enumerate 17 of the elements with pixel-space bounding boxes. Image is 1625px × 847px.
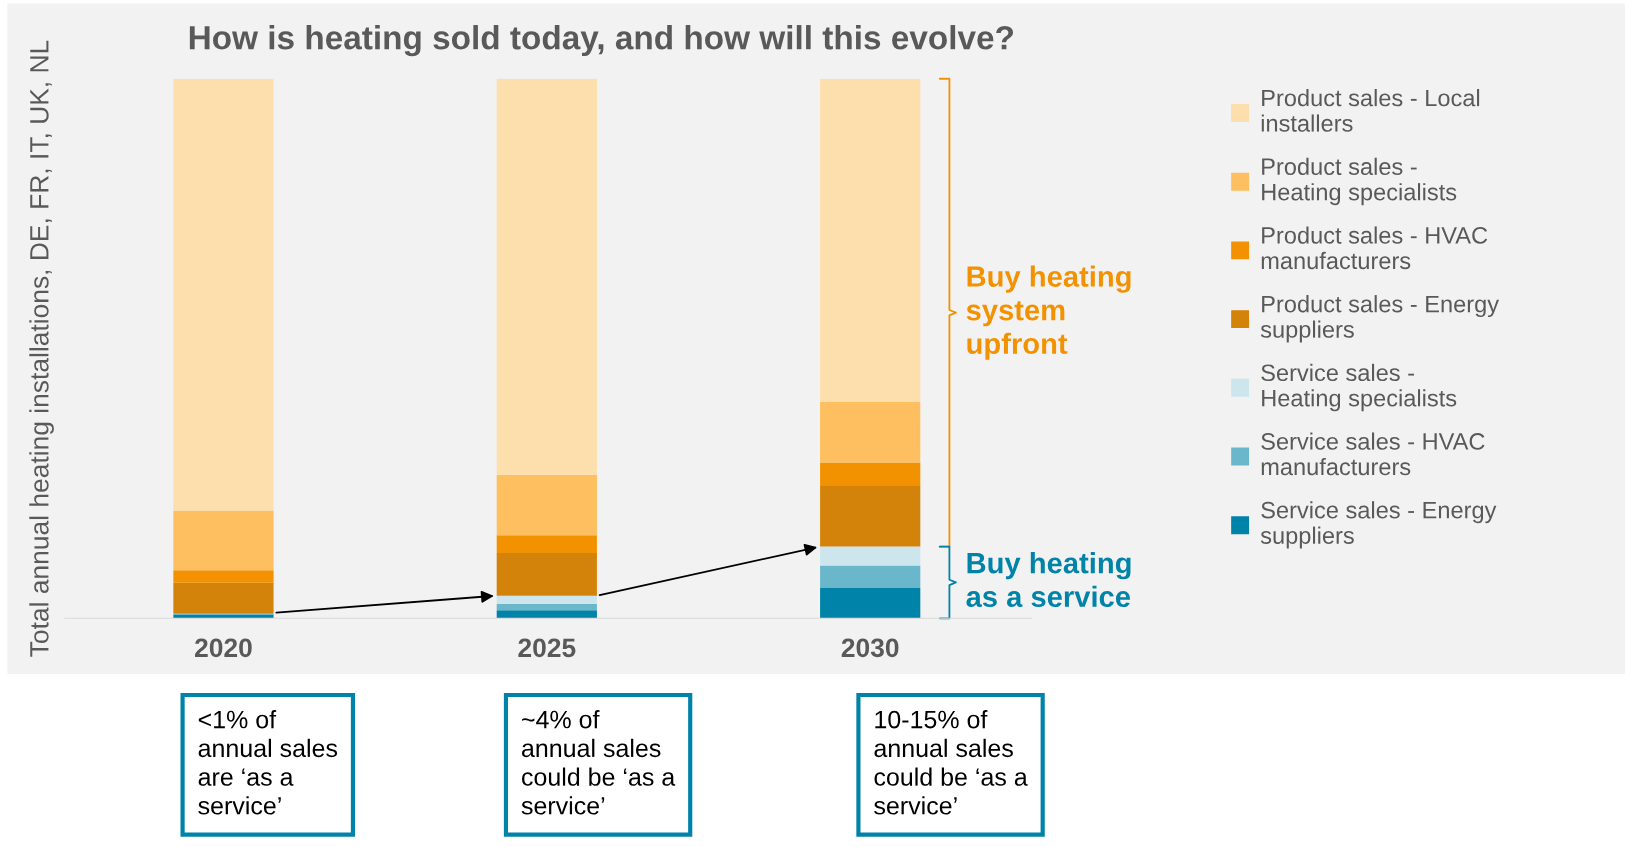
legend-label: Service sales - Energy suppliers: [1260, 501, 1497, 549]
x-tick-label: 2020: [195, 638, 252, 658]
legend-label: Service sales - Heating specialists: [1261, 363, 1457, 412]
legend-label: Product sales - Energy suppliers: [1260, 295, 1500, 343]
text: ~4% of annual sales could be ‘as a service’: [521, 710, 676, 815]
text: <1% of annual sales are ‘as a service’: [198, 710, 338, 815]
y-axis-title: Total annual heating installations, DE, FR, IT, UK, NL: [29, 40, 54, 657]
text: 10-15% of annual sales could be ‘as a service’: [874, 710, 1028, 815]
legend-label: Product sales - Local installers: [1261, 89, 1480, 132]
legend-label: Product sales - HVAC manufacturers: [1261, 226, 1488, 270]
x-tick-label: 2030: [841, 638, 899, 658]
chart-title: How is heating sold today, and how will this evolve?: [189, 25, 1014, 57]
legend-label: Service sales - HVAC manufacturers: [1261, 432, 1485, 476]
annotation: Buy heating system upfront: [966, 265, 1131, 360]
annotation: Buy heating as a service: [966, 552, 1131, 608]
x-tick-label: 2025: [518, 638, 576, 658]
legend-label: Product sales - Heating specialists: [1262, 157, 1457, 206]
